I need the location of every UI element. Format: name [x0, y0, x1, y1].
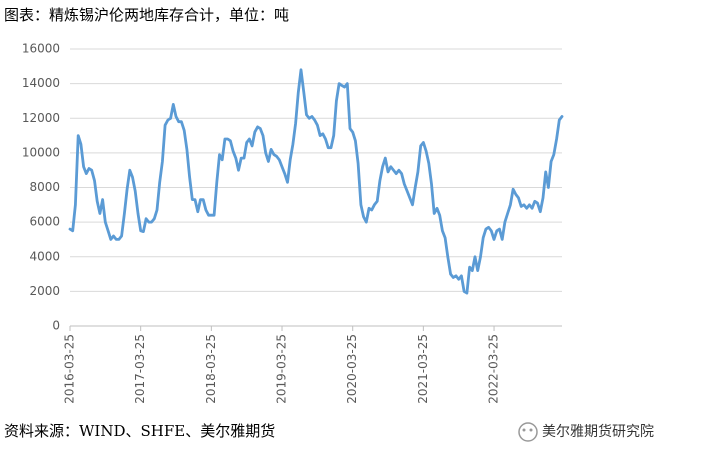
- y-tick-label: 8000: [29, 180, 60, 194]
- y-tick-label: 4000: [29, 249, 60, 263]
- y-tick-label: 14000: [22, 76, 60, 90]
- x-tick-label: 2020-03-25: [345, 334, 359, 404]
- y-tick-label: 0: [52, 319, 60, 333]
- watermark-icon: [518, 422, 538, 442]
- chart-title: 图表：精炼锡沪伦两地库存合计，单位：吨: [4, 6, 289, 24]
- x-tick-label: 2019-03-25: [275, 334, 289, 404]
- y-tick-label: 6000: [29, 215, 60, 229]
- watermark: 美尔雅期货研究院: [542, 423, 654, 440]
- x-tick-label: 2022-03-25: [487, 334, 501, 404]
- y-tick-label: 2000: [29, 284, 60, 298]
- y-tick-label: 10000: [22, 145, 60, 159]
- x-tick-label: 2017-03-25: [133, 334, 147, 404]
- x-tick-label: 2018-03-25: [204, 334, 218, 404]
- source-note: 资料来源：WIND、SHFE、美尔雅期货: [4, 422, 275, 440]
- y-tick-label: 12000: [22, 111, 60, 125]
- y-tick-label: 16000: [22, 42, 60, 56]
- x-tick-label: 2021-03-25: [416, 334, 430, 404]
- x-tick-label: 2016-03-25: [63, 334, 77, 404]
- data-line: [68, 68, 564, 295]
